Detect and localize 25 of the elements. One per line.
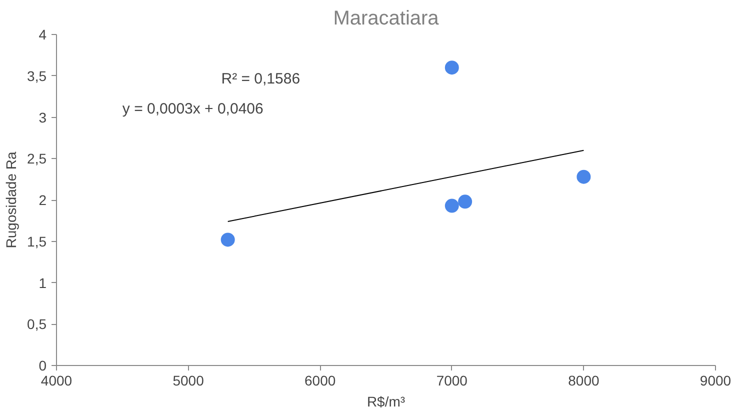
- x-tick-label: 8000: [568, 372, 600, 388]
- y-tick-label: 3,5: [27, 68, 47, 84]
- y-tick-label: 2: [38, 192, 47, 208]
- x-tick-label: 5000: [172, 372, 204, 388]
- y-tick-label: 0,5: [27, 316, 47, 332]
- y-tick-label: 1: [38, 274, 47, 291]
- x-tick-label: 4000: [40, 372, 72, 388]
- point: [458, 194, 472, 209]
- y-tick-label: 4: [38, 26, 47, 42]
- point: [220, 232, 235, 247]
- x-axis-title: R$/m³: [366, 394, 406, 410]
- y-tick-label: 0: [38, 358, 47, 374]
- y-tick-label: 3: [38, 109, 47, 126]
- point: [444, 198, 459, 213]
- point: [444, 60, 459, 75]
- annotation: R² = 0,1586: [221, 70, 300, 88]
- x-tick-label: 9000: [700, 372, 732, 388]
- x-tick-label: 7000: [436, 372, 468, 388]
- x-tick-label: 6000: [304, 372, 336, 388]
- y-tick-label: 2,5: [27, 150, 47, 167]
- y-tick-label: 1,5: [27, 233, 47, 250]
- chart-title: Maracatiara: [333, 8, 440, 30]
- annotation: y = 0,0003x + 0,0406: [122, 100, 264, 118]
- y-axis-title: Rugosidade Ra: [3, 152, 20, 248]
- point: [576, 170, 591, 184]
